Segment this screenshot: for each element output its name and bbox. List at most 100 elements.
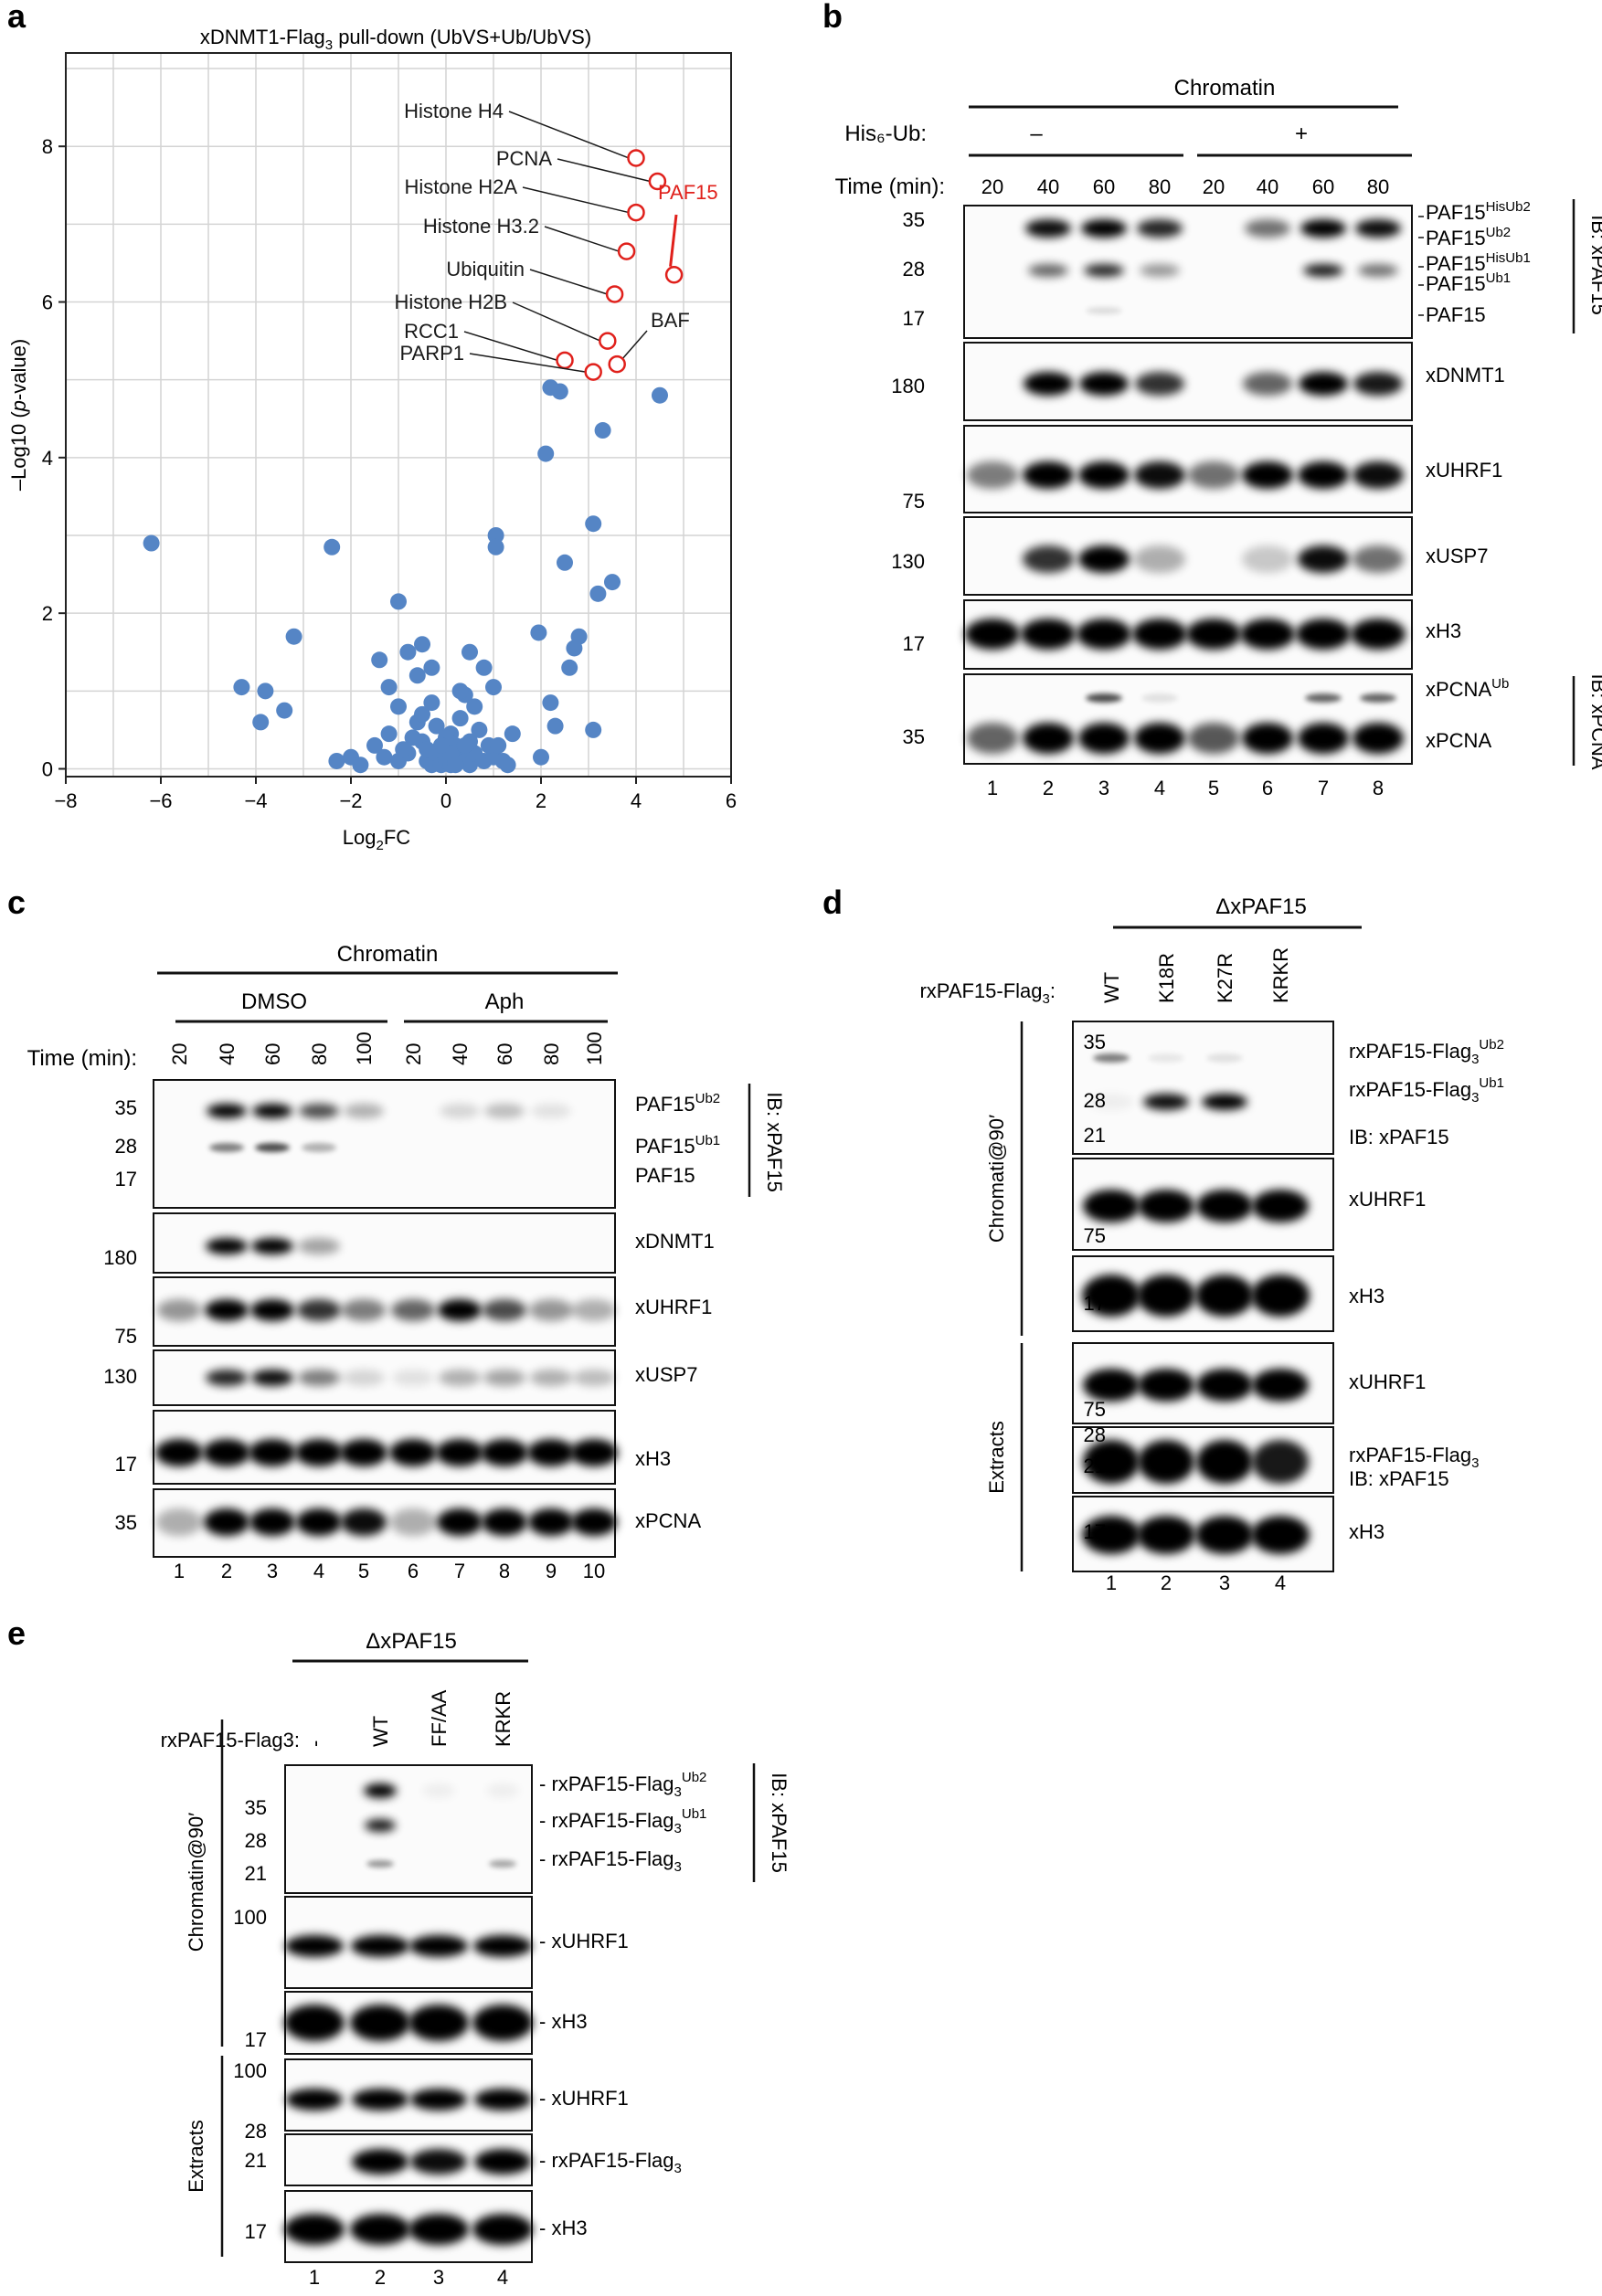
blot-band <box>472 2214 533 2245</box>
e-lane: 3 <box>433 2266 444 2289</box>
scatter-point <box>414 636 430 653</box>
blot-band <box>1093 1053 1130 1063</box>
scatter-point <box>408 667 426 684</box>
blot-band <box>204 1508 249 1536</box>
blot-band <box>1360 693 1396 703</box>
c-mw: 130 <box>103 1365 137 1388</box>
blot-band <box>1299 372 1348 396</box>
blot-band <box>437 1508 483 1536</box>
blot-band <box>1082 1275 1140 1317</box>
blot-band <box>285 1935 344 1957</box>
panel-label-d: d <box>822 883 843 921</box>
c-lane: 5 <box>358 1560 369 1582</box>
b-time: 60 <box>1093 175 1115 198</box>
panel-label-b: b <box>822 0 843 35</box>
c-time: 40 <box>216 1043 239 1065</box>
blot-band <box>1079 372 1129 396</box>
c-lane: 9 <box>546 1560 557 1582</box>
e-delta: ΔxPAF15 <box>366 1629 457 1654</box>
blot-band <box>1023 545 1074 573</box>
highlighted-point <box>605 285 624 303</box>
x-tick-label: −2 <box>339 789 362 812</box>
b-time: 80 <box>1149 175 1171 198</box>
c-mw: 75 <box>115 1325 137 1348</box>
blot-band <box>1023 461 1074 489</box>
highlighted-point <box>599 332 617 350</box>
b-time: 40 <box>1037 175 1059 198</box>
d-col: K18R <box>1155 953 1178 1003</box>
blot-band <box>1023 723 1074 754</box>
b-label-pcna: xPCNA <box>1426 729 1491 752</box>
blot-band <box>207 1104 247 1118</box>
b-label-hisub2: PAF15HisUb2 <box>1426 199 1531 224</box>
scatter-point <box>233 679 250 696</box>
blot-band <box>1140 264 1180 277</box>
scatter-point <box>376 748 393 766</box>
blot-band <box>1303 264 1343 277</box>
plot-frame <box>65 52 732 778</box>
blot-band <box>302 1143 336 1152</box>
b-time: 20 <box>1203 175 1225 198</box>
panel-label-e: e <box>7 1614 26 1652</box>
leader-line <box>557 158 651 183</box>
c-time: 80 <box>540 1043 563 1065</box>
c-lane-numbers: 1 2 3 4 5 6 7 8 9 10 <box>174 1560 605 1582</box>
e-col: - <box>303 1741 326 1747</box>
c-time: 80 <box>308 1043 331 1065</box>
d-col: WT <box>1100 972 1123 1003</box>
blot-band <box>391 1299 435 1321</box>
highlighted-point <box>556 351 574 370</box>
blot-band <box>299 1104 339 1118</box>
blot-band <box>1300 219 1346 238</box>
blot-band <box>483 1370 525 1386</box>
d-mw: 21 <box>1084 1455 1106 1477</box>
blot-band <box>422 1783 455 1798</box>
scatter-point <box>432 736 450 754</box>
x-tick-label: −6 <box>149 789 172 812</box>
scatter-point <box>371 651 388 669</box>
scatter-point <box>533 748 549 766</box>
blot-band <box>352 2149 408 2174</box>
blot-band <box>410 2149 467 2174</box>
highlighted-point <box>584 363 602 381</box>
d-lane: 2 <box>1161 1571 1172 1594</box>
d-mw: 75 <box>1084 1224 1106 1247</box>
x-tick-label: 0 <box>440 789 451 812</box>
c-mw: 35 <box>115 1096 137 1119</box>
b-lane: 6 <box>1262 777 1273 799</box>
panel-a: a xDNMT1-Flag3 pull-down (UbVS+Ub/UbVS) … <box>7 0 737 853</box>
blot-band <box>284 2005 345 2041</box>
b-time: 20 <box>981 175 1003 198</box>
d-mw: 21 <box>1084 1124 1106 1147</box>
b-lane: 5 <box>1208 777 1219 799</box>
blot-band <box>1296 619 1351 650</box>
c-mw: 28 <box>115 1135 137 1158</box>
c-label-pcna: xPCNA <box>635 1509 701 1532</box>
e-lane-numbers: 1 2 3 4 <box>309 2266 508 2289</box>
e-lane: 1 <box>309 2266 320 2289</box>
blot-band <box>206 1238 248 1254</box>
blot-frame <box>1072 1021 1334 1155</box>
blot-band <box>1138 1369 1194 1402</box>
e-mw: 28 <box>245 2120 267 2143</box>
blot-band <box>1240 619 1295 650</box>
b-label-h3: xH3 <box>1426 619 1461 642</box>
d-col: K27R <box>1214 953 1236 1003</box>
blot-band <box>410 2089 467 2111</box>
leader-line <box>544 226 620 252</box>
scatter-point <box>546 717 564 735</box>
scatter-point <box>537 445 555 462</box>
scatter-point <box>530 624 547 641</box>
blot-band <box>570 1439 618 1466</box>
scatter-point <box>551 383 568 400</box>
scatter-point <box>451 710 469 727</box>
blot-band <box>1188 461 1239 489</box>
scatter-point <box>428 717 445 735</box>
d-label-h3b: xH3 <box>1349 1520 1385 1543</box>
blot-band <box>298 1238 340 1254</box>
blot-band <box>1252 1369 1309 1402</box>
chart-ticks: −8 −6 −4 −2 0 2 4 6 0 2 4 6 8 <box>42 135 737 812</box>
c-ib: IB: xPAF15 <box>763 1092 786 1192</box>
e-mw: 28 <box>245 1829 267 1852</box>
leader-line <box>463 331 558 362</box>
